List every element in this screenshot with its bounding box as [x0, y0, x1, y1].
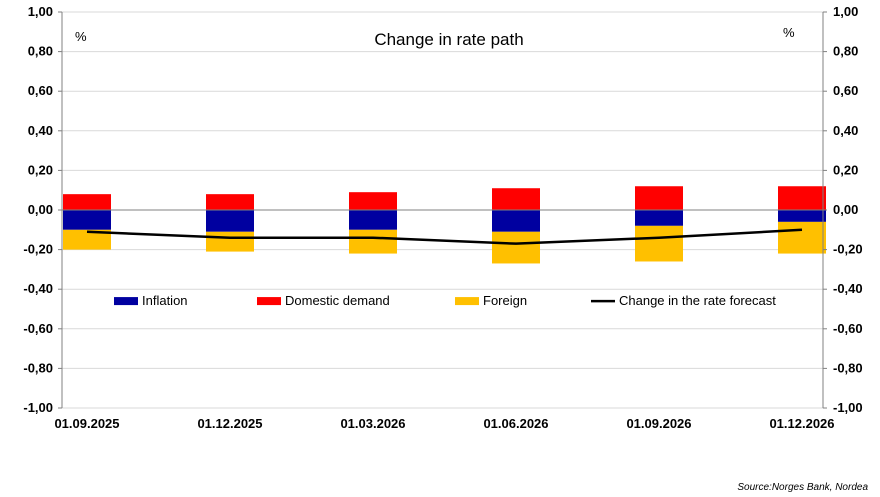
- legend-label: Inflation: [142, 293, 188, 308]
- y-tick-label-left: 0,80: [28, 44, 53, 59]
- y-tick-label-left: -0,40: [23, 281, 53, 296]
- bar-domestic-demand: [635, 186, 683, 210]
- y-tick-label-right: 1,00: [833, 4, 858, 19]
- y-tick-label-left: 0,00: [28, 202, 53, 217]
- rate-forecast-line: [86, 228, 803, 245]
- y-tick-label-left: -1,00: [23, 400, 53, 415]
- y-tick-label-left: 0,20: [28, 162, 53, 177]
- x-tick-label: 01.09.2025: [54, 416, 119, 431]
- y-tick-label-right: 0,40: [833, 123, 858, 138]
- right-tick-labels: 1,00 0,80 0,60 0,40 0,20 0,00 -0,20 -0,40 -0,60 -…: [833, 4, 863, 415]
- x-tick-label: 01.03.2026: [340, 416, 405, 431]
- bar-foreign: [635, 225, 683, 262]
- bar-domestic-demand: [206, 194, 254, 210]
- y-tick-label-right: 0,20: [833, 162, 858, 177]
- y-tick-label-right: 0,00: [833, 202, 858, 217]
- bar-inflation: [635, 210, 683, 226]
- y-tick-label-left: 0,40: [28, 123, 53, 138]
- axis-ticks: [58, 11, 827, 409]
- legend-swatch: [455, 297, 479, 306]
- bar-inflation: [349, 210, 397, 230]
- bar-inflation: [206, 210, 254, 232]
- y-tick-label-left: -0,60: [23, 321, 53, 336]
- x-tick-label: 01.12.2026: [769, 416, 834, 431]
- bar-foreign: [63, 229, 111, 250]
- gridlines: [62, 11, 823, 409]
- legend-label: Foreign: [483, 293, 527, 308]
- bar-domestic-demand: [63, 194, 111, 210]
- y-tick-label-right: 0,80: [833, 44, 858, 59]
- x-tick-labels: 01.09.2025 01.12.2025 01.03.2026 01.06.2026…: [54, 416, 834, 431]
- y-tick-label-right: 0,60: [833, 83, 858, 98]
- bar-inflation: [778, 210, 826, 222]
- x-tick-label: 01.09.2026: [626, 416, 691, 431]
- bars: [63, 186, 826, 264]
- y-tick-label-right: -0,80: [833, 360, 863, 375]
- legend: Inflation Domestic demand Foreign Change in…: [114, 293, 776, 308]
- y-tick-label-right: -1,00: [833, 400, 863, 415]
- bar-foreign: [206, 231, 254, 252]
- line-change-in-the-rate-forecast: [86, 228, 803, 245]
- legend-swatch: [114, 297, 138, 306]
- bar-foreign: [778, 221, 826, 254]
- bar-domestic-demand: [492, 188, 540, 210]
- legend-label: Domestic demand: [285, 293, 390, 308]
- bar-inflation: [492, 210, 540, 232]
- y-tick-label-right: -0,20: [833, 242, 863, 257]
- bar-foreign: [349, 229, 397, 254]
- left-unit-label: %: [75, 29, 87, 44]
- y-tick-label-left: -0,20: [23, 242, 53, 257]
- right-unit-label: %: [783, 25, 795, 40]
- legend-label: Change in the rate forecast: [619, 293, 776, 308]
- y-tick-label-left: 1,00: [28, 4, 53, 19]
- x-tick-label: 01.12.2025: [197, 416, 262, 431]
- y-tick-label-right: -0,60: [833, 321, 863, 336]
- bar-inflation: [63, 210, 111, 230]
- left-tick-labels: 1,00 0,80 0,60 0,40 0,20 0,00 -0,20 -0,40 -0,60 -…: [23, 4, 53, 415]
- bar-domestic-demand: [778, 186, 826, 210]
- x-tick-label: 01.06.2026: [483, 416, 548, 431]
- bar-foreign: [492, 231, 540, 264]
- source-note: Source:Norges Bank, Nordea: [737, 482, 868, 493]
- y-tick-label-left: 0,60: [28, 83, 53, 98]
- legend-swatch: [257, 297, 281, 306]
- bar-domestic-demand: [349, 192, 397, 210]
- y-tick-label-left: -0,80: [23, 360, 53, 375]
- chart-title: Change in rate path: [374, 30, 523, 49]
- y-tick-label-right: -0,40: [833, 281, 863, 296]
